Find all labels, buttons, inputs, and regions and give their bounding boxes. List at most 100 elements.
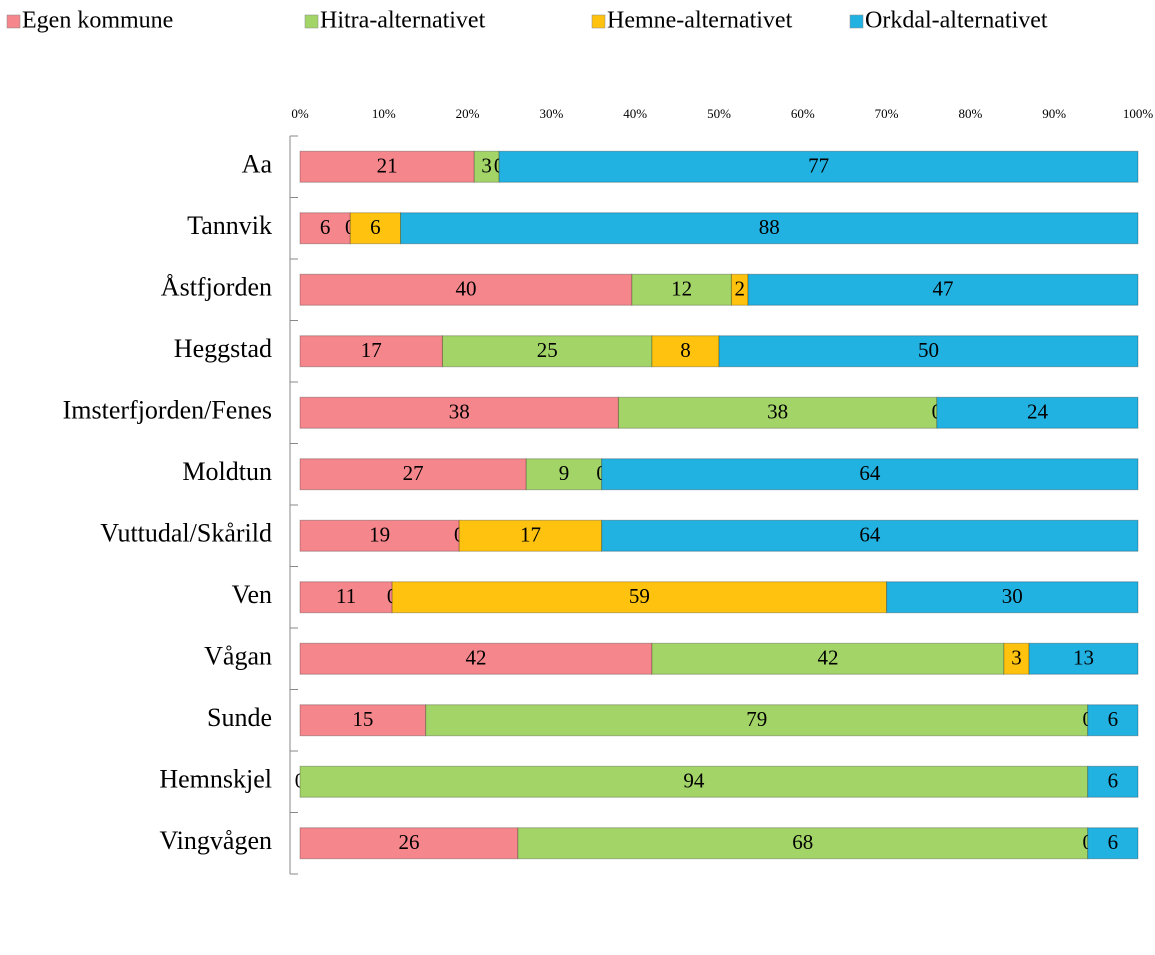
data-label: 9 — [559, 461, 570, 485]
bar-segment — [498, 150, 1139, 183]
category-label: Åstfjorden — [161, 273, 272, 302]
data-label: 3 — [481, 154, 492, 178]
bar-segment — [299, 519, 460, 552]
x-tick-label: 50% — [707, 106, 731, 121]
x-tick-label: 80% — [958, 106, 982, 121]
bar-segment — [473, 150, 500, 183]
category-label: Hemnskjel — [159, 765, 272, 794]
data-label: 68 — [792, 830, 813, 854]
data-label: 40 — [455, 277, 476, 301]
legend-label: Hemne-alternativet — [607, 8, 793, 34]
bar-segment — [299, 458, 527, 491]
bar-segment — [525, 458, 603, 491]
bar-segment — [651, 642, 1005, 675]
category-label: Vuttudal/Skårild — [100, 519, 272, 548]
bar-segment — [299, 396, 619, 429]
bar-segment — [936, 396, 1139, 429]
data-label: 38 — [449, 400, 470, 424]
bar-segment — [1003, 642, 1030, 675]
data-label: 77 — [808, 154, 829, 178]
x-tick-label: 20% — [456, 106, 480, 121]
data-label: 94 — [683, 769, 705, 793]
data-label: 42 — [817, 646, 838, 670]
legend-swatch — [849, 14, 864, 29]
data-label: 24 — [1027, 400, 1049, 424]
bar-segment — [299, 765, 1089, 798]
category-label: Vingvågen — [159, 826, 272, 855]
data-label: 6 — [1108, 830, 1119, 854]
x-tick-label: 0% — [291, 106, 309, 121]
data-label: 21 — [377, 154, 398, 178]
x-tick-label: 10% — [372, 106, 396, 121]
data-label: 8 — [680, 338, 691, 362]
legend-swatch — [6, 14, 21, 29]
x-tick-label: 40% — [623, 106, 647, 121]
data-label: 38 — [767, 400, 788, 424]
data-label: 12 — [671, 277, 692, 301]
data-label: 15 — [352, 707, 373, 731]
data-label: 6 — [370, 215, 381, 239]
bar-segment — [718, 335, 1139, 368]
data-label: 50 — [918, 338, 939, 362]
data-label: 26 — [398, 830, 419, 854]
bar-segment — [349, 212, 402, 245]
data-label: 64 — [859, 461, 881, 485]
data-label: 30 — [1002, 584, 1023, 608]
data-label: 11 — [336, 584, 356, 608]
x-tick-label: 30% — [539, 106, 563, 121]
x-tick-label: 90% — [1042, 106, 1066, 121]
legend-label: Orkdal-alternativet — [865, 8, 1048, 34]
category-label: Heggstad — [174, 334, 272, 363]
data-label: 6 — [1108, 769, 1119, 793]
bar-segment — [617, 396, 938, 429]
x-tick-label: 70% — [875, 106, 899, 121]
bar-segment — [299, 273, 633, 306]
category-label: Aa — [242, 150, 273, 179]
data-label: 17 — [361, 338, 382, 362]
category-label: Vågan — [204, 642, 272, 671]
bar-segment — [299, 827, 519, 860]
bar-segment — [601, 458, 1139, 491]
bar-segment — [391, 581, 888, 614]
bar-segment — [400, 212, 1139, 245]
bar-segment — [601, 519, 1139, 552]
data-label: 3 — [1011, 646, 1022, 670]
data-label: 17 — [520, 523, 541, 547]
bar-segment — [1087, 827, 1139, 860]
data-label: 88 — [759, 215, 780, 239]
bar-segment — [299, 642, 653, 675]
data-label: 79 — [746, 707, 767, 731]
bar-segment — [1028, 642, 1139, 675]
data-label: 2 — [734, 277, 745, 301]
bar-segment — [886, 581, 1139, 614]
data-label: 19 — [369, 523, 390, 547]
data-label: 13 — [1073, 646, 1094, 670]
category-label: Ven — [232, 580, 272, 609]
category-label: Tannvik — [187, 211, 272, 240]
data-label: 64 — [859, 523, 881, 547]
data-label: 6 — [320, 215, 331, 239]
legend-label: Hitra-alternativet — [320, 8, 486, 34]
data-label: 27 — [403, 461, 424, 485]
x-tick-label: 60% — [791, 106, 815, 121]
category-label: Moldtun — [182, 457, 272, 486]
data-label: 25 — [537, 338, 558, 362]
data-label: 6 — [1108, 707, 1119, 731]
bar-segment — [299, 704, 427, 737]
bar-segment — [441, 335, 653, 368]
data-label: 59 — [629, 584, 650, 608]
bar-segment — [1087, 765, 1139, 798]
legend-swatch — [591, 14, 606, 29]
x-tick-label: 100% — [1123, 106, 1154, 121]
bar-segment — [517, 827, 1089, 860]
data-label: 42 — [465, 646, 486, 670]
category-label: Imsterfjorden/Fenes — [63, 396, 272, 425]
bar-segment — [1087, 704, 1139, 737]
bar-segment — [631, 273, 732, 306]
bar-segment — [747, 273, 1139, 306]
bar-segment — [299, 212, 351, 245]
legend-swatch — [304, 14, 319, 29]
data-label: 47 — [933, 277, 954, 301]
legend-label: Egen kommune — [22, 8, 173, 34]
